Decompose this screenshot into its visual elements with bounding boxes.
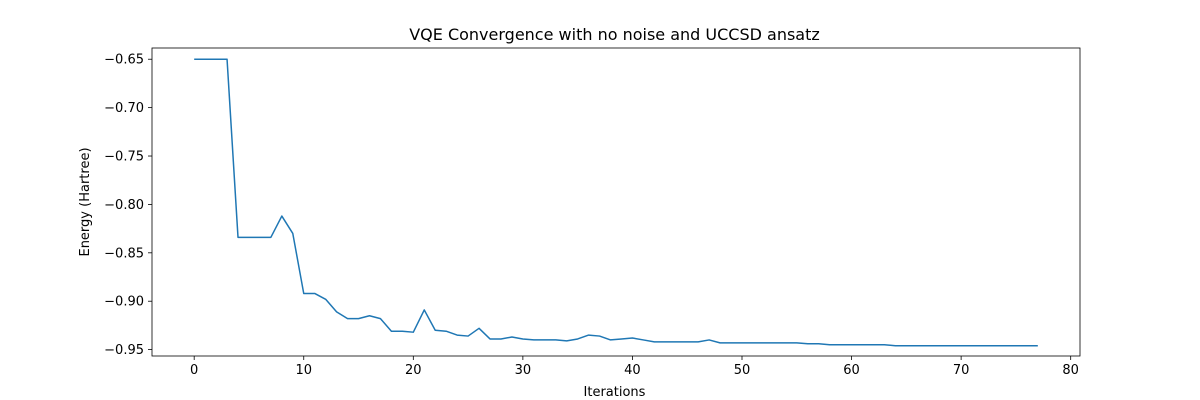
y-tick-label: −0.80 bbox=[104, 198, 144, 213]
x-tick-label: 70 bbox=[953, 363, 970, 378]
x-axis-label: Iterations bbox=[584, 385, 646, 400]
y-tick-label: −0.65 bbox=[104, 53, 144, 68]
x-tick-label: 30 bbox=[515, 363, 532, 378]
chart-title: VQE Convergence with no noise and UCCSD … bbox=[409, 25, 820, 44]
plot-area: 0 10 20 30 40 50 60 70 80 −0.65 −0.70 −0.75 −0.80 −0.… bbox=[104, 47, 1081, 378]
x-tick-label: 20 bbox=[405, 363, 422, 378]
x-tick-label: 80 bbox=[1062, 363, 1079, 378]
x-tick-label: 60 bbox=[843, 363, 860, 378]
plot-frame bbox=[151, 47, 1081, 357]
y-tick-label: −0.85 bbox=[104, 246, 144, 261]
y-tick-label: −0.95 bbox=[104, 343, 144, 358]
y-tick-label: −0.75 bbox=[104, 150, 144, 165]
y-axis-label: Energy (Hartree) bbox=[78, 147, 93, 256]
x-tick-label: 50 bbox=[734, 363, 751, 378]
y-tick-label: −0.70 bbox=[104, 101, 144, 116]
x-tick-label: 40 bbox=[624, 363, 641, 378]
x-tick-label: 10 bbox=[295, 363, 312, 378]
y-tick-label: −0.90 bbox=[104, 295, 144, 310]
x-tick-label: 0 bbox=[190, 363, 198, 378]
series-line-0 bbox=[194, 58, 1038, 347]
